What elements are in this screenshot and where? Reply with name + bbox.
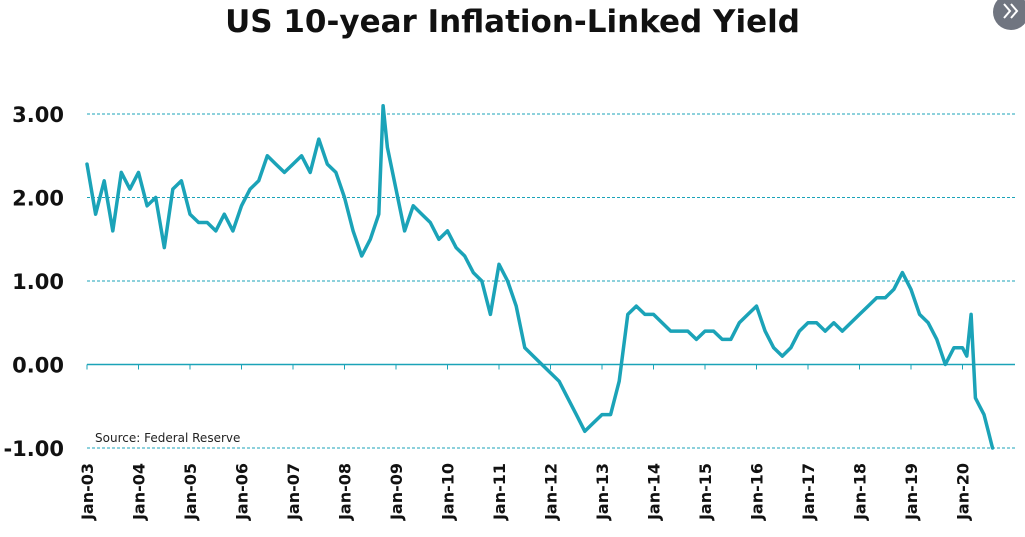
x-tick-label: Jan-12 <box>542 463 561 521</box>
x-tick-label: Jan-05 <box>181 463 200 521</box>
y-tick-label: 0.00 <box>12 354 64 378</box>
y-tick-label: 1.00 <box>12 270 64 294</box>
next-slide-button[interactable] <box>993 0 1025 30</box>
y-tick-label: -1.00 <box>3 437 64 461</box>
x-tick-label: Jan-06 <box>233 463 252 521</box>
grid-lines <box>87 113 1015 449</box>
x-tick-label: Jan-20 <box>954 463 973 521</box>
x-tick-label: Jan-04 <box>130 463 149 521</box>
x-tick-label: Jan-15 <box>696 463 715 521</box>
x-tick-label: Jan-14 <box>645 463 664 521</box>
y-tick-label: 3.00 <box>12 103 64 127</box>
x-tick-label: Jan-07 <box>284 463 303 521</box>
series-line <box>85 103 995 450</box>
chart-title: US 10-year Inflation-Linked Yield <box>225 4 800 40</box>
x-tick-label: Jan-13 <box>593 463 612 521</box>
x-tick-label: Jan-11 <box>490 463 509 521</box>
x-axis <box>86 364 963 370</box>
x-tick-label: Jan-08 <box>336 463 355 521</box>
source-note: Source: Federal Reserve <box>95 431 240 445</box>
double-chevron-right-icon <box>1003 3 1019 19</box>
x-tick-label: Jan-18 <box>851 463 870 521</box>
y-axis-ticks: -1.00 0.00 1.00 2.00 3.00 <box>3 103 64 461</box>
x-tick-label: Jan-09 <box>387 463 406 521</box>
x-tick-label: Jan-10 <box>439 463 458 521</box>
x-tick-label: Jan-03 <box>78 463 97 521</box>
x-axis-tick-labels: Jan-03 Jan-04 Jan-05 Jan-06 Jan-07 Jan-08 Jan-… <box>78 463 973 521</box>
x-tick-label: Jan-19 <box>902 463 921 521</box>
x-tick-label: Jan-17 <box>799 463 818 521</box>
x-tick-label: Jan-16 <box>748 463 767 521</box>
y-tick-label: 2.00 <box>12 187 64 211</box>
